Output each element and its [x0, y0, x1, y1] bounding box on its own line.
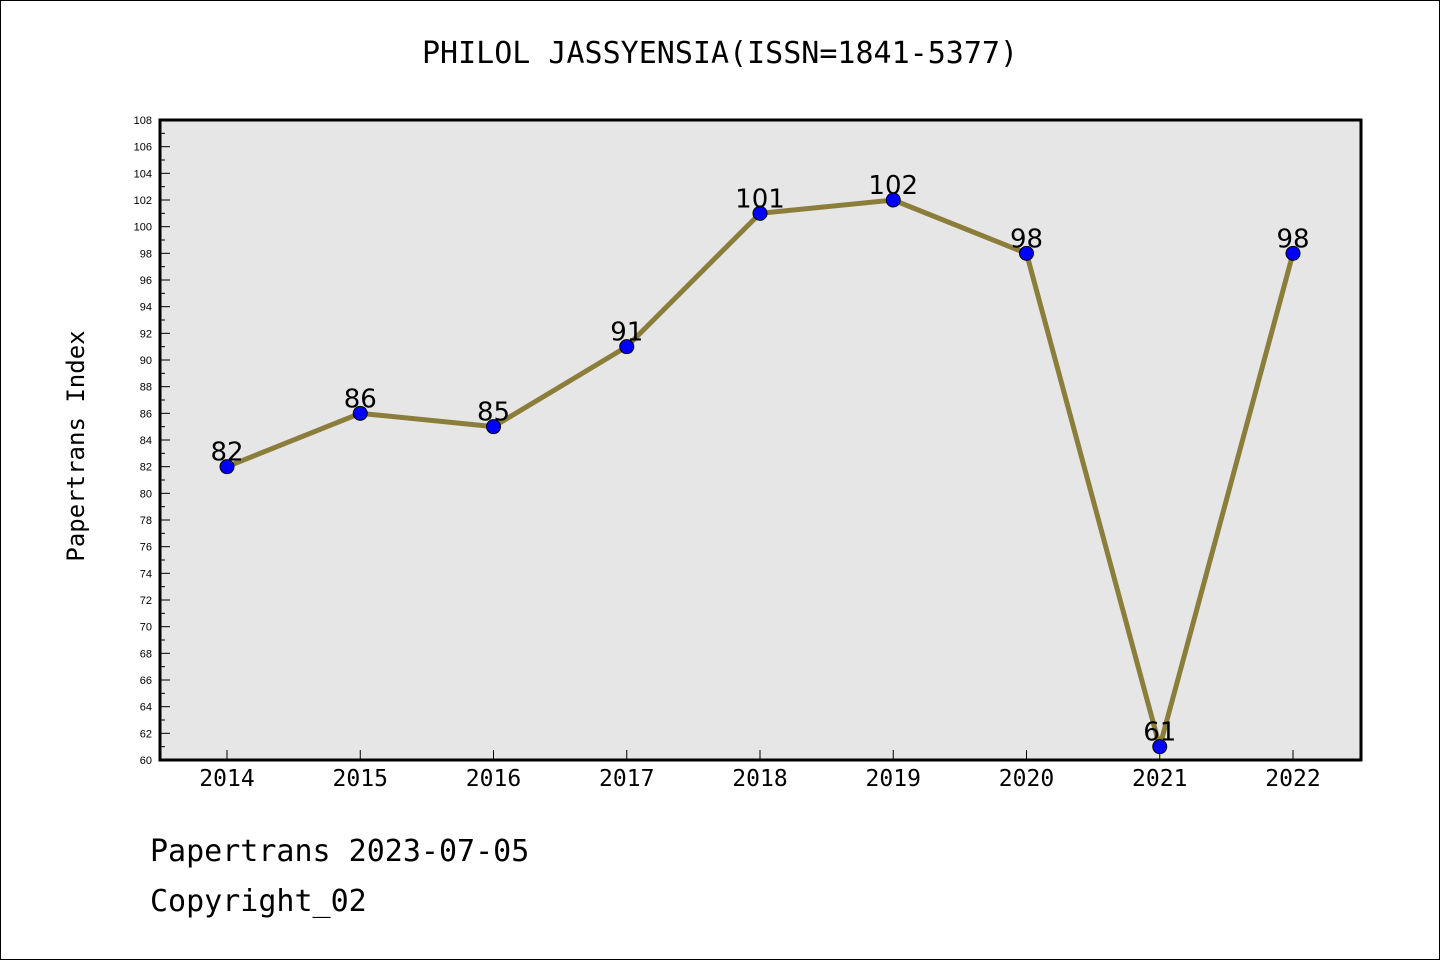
- data-point: [752, 205, 768, 221]
- footer-date: Papertrans 2023-07-05: [150, 834, 530, 869]
- x-tick-label: 2020: [999, 766, 1054, 792]
- data-label: 61: [1143, 718, 1176, 748]
- data-label: 98: [1010, 224, 1043, 254]
- plot-border: [158, 118, 1363, 762]
- y-tick-label: 80: [140, 488, 152, 500]
- y-axis-ticks: 60 62 64 66 68 70 72 74 76 78 80 82 84 86 88 90 92 94 96 98…: [134, 115, 170, 767]
- data-point: [486, 419, 501, 435]
- data-label: 82: [210, 438, 243, 468]
- data-label: 91: [610, 318, 643, 348]
- y-tick-label: 94: [140, 302, 152, 314]
- data-point: [1285, 245, 1301, 261]
- y-tick-label: 90: [140, 355, 152, 367]
- y-tick-label: 64: [140, 702, 152, 714]
- x-tick-label: 2014: [199, 766, 254, 792]
- y-tick-label: 86: [140, 408, 152, 420]
- y-tick-label: 72: [140, 595, 152, 607]
- x-tick-label: 2017: [599, 766, 654, 792]
- y-tick-label: 108: [134, 115, 152, 127]
- y-tick-label: 96: [140, 275, 152, 287]
- x-tick-label: 2016: [466, 766, 521, 792]
- chart-title: PHILOL JASSYENSIA(ISSN=1841-5377): [421, 36, 1019, 71]
- x-tick-label: 2021: [1132, 766, 1187, 792]
- y-tick-label: 104: [134, 168, 152, 180]
- series-group: [219, 192, 1301, 755]
- data-label: 102: [868, 171, 918, 201]
- y-tick-label: 68: [140, 648, 152, 660]
- y-tick-label: 74: [140, 568, 152, 580]
- y-tick-label: 88: [140, 382, 152, 394]
- data-point: [219, 459, 235, 475]
- data-label: 101: [735, 184, 785, 214]
- y-tick-label: 102: [134, 195, 152, 207]
- y-tick-label: 76: [140, 542, 152, 554]
- y-tick-label: 82: [140, 462, 152, 474]
- data-label: 86: [344, 384, 377, 414]
- x-axis-ticks: 2014 2015 2016 2017 2018 2019 2020 2021 2022: [199, 750, 1321, 792]
- y-tick-label: 62: [140, 728, 152, 740]
- x-tick-label: 2022: [1265, 766, 1320, 792]
- data-point: [885, 192, 901, 208]
- x-tick-label: 2015: [333, 766, 388, 792]
- plot-area: [160, 120, 1361, 760]
- data-label: 98: [1276, 224, 1309, 254]
- y-tick-label: 84: [140, 435, 152, 447]
- x-tick-label: 2019: [866, 766, 921, 792]
- data-point: [352, 405, 368, 421]
- y-tick-label: 60: [140, 755, 152, 767]
- data-point: [1019, 245, 1034, 261]
- y-tick-label: 92: [140, 328, 152, 340]
- x-tick-label: 2018: [732, 766, 787, 792]
- data-point: [1152, 739, 1168, 755]
- footer-copyright: Copyright_02: [150, 884, 367, 919]
- y-tick-label: 100: [134, 222, 152, 234]
- y-tick-label: 78: [140, 515, 152, 527]
- y-tick-label: 70: [140, 622, 152, 634]
- y-tick-label: 106: [134, 142, 152, 154]
- y-tick-label: 98: [140, 248, 152, 260]
- data-point: [619, 339, 635, 355]
- data-labels: 82 86 85 91 101 102 98 61 98: [210, 171, 1309, 748]
- data-label: 85: [477, 398, 510, 428]
- y-tick-label: 66: [140, 675, 152, 687]
